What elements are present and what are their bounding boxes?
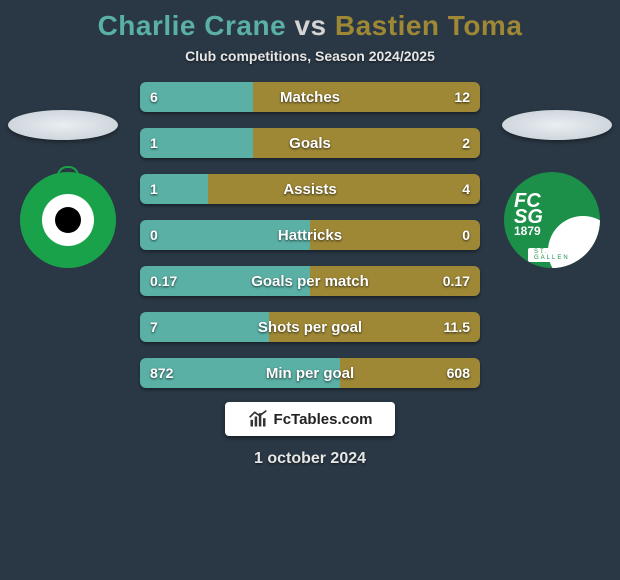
badge-text: FC SG 1879 (514, 194, 543, 237)
spotlight-right (502, 110, 612, 140)
stat-bar-right (208, 174, 480, 204)
stat-row: 612Matches (140, 82, 480, 112)
badge-center-dot (55, 207, 81, 233)
stat-bar-left (140, 220, 310, 250)
stat-row: 711.5Shots per goal (140, 312, 480, 342)
brand-text: FcTables.com (274, 411, 373, 428)
stat-value-left: 0 (150, 227, 158, 243)
stat-value-left: 0.17 (150, 273, 177, 289)
date-text: 1 october 2024 (0, 450, 620, 468)
stat-row: 872608Min per goal (140, 358, 480, 388)
stat-bar-left (140, 312, 269, 342)
stat-bars: 612Matches12Goals14Assists00Hattricks0.1… (140, 78, 480, 388)
chart-icon (248, 409, 268, 429)
stat-value-right: 608 (447, 365, 470, 381)
comparison-card: Charlie Crane vs Bastien Toma Club compe… (0, 0, 620, 468)
stat-value-right: 11.5 (444, 319, 470, 335)
stat-value-left: 1 (150, 135, 158, 151)
stat-value-left: 7 (150, 319, 158, 335)
badge-ribbon: ST. GALLEN (528, 248, 576, 262)
brand-badge: FcTables.com (225, 402, 395, 436)
badge-year: 1879 (514, 227, 543, 236)
stat-value-left: 1 (150, 181, 158, 197)
player-right-name: Bastien Toma (335, 10, 523, 41)
stat-value-left: 872 (150, 365, 173, 381)
player-left-name: Charlie Crane (98, 10, 287, 41)
stat-value-right: 0 (462, 227, 470, 243)
stat-bar-right (310, 220, 480, 250)
stat-bar-right (253, 128, 480, 158)
fcsg-badge: FC SG 1879 ST. GALLEN (504, 172, 600, 268)
badge-inner-ring (42, 194, 94, 246)
stat-value-left: 6 (150, 89, 158, 105)
badge-line2: SG (514, 210, 543, 226)
spotlight-left (8, 110, 118, 140)
club-badge-left (18, 170, 118, 270)
stat-value-right: 12 (454, 89, 470, 105)
stat-value-right: 4 (462, 181, 470, 197)
stat-row: 00Hattricks (140, 220, 480, 250)
vs-text: vs (294, 10, 326, 41)
stat-row: 0.170.17Goals per match (140, 266, 480, 296)
cercle-brugge-badge (20, 172, 116, 268)
page-title: Charlie Crane vs Bastien Toma (0, 0, 620, 46)
stat-row: 12Goals (140, 128, 480, 158)
stat-row: 14Assists (140, 174, 480, 204)
stat-value-right: 2 (462, 135, 470, 151)
subtitle: Club competitions, Season 2024/2025 (0, 48, 620, 64)
stat-bar-right (253, 82, 480, 112)
stat-value-right: 0.17 (443, 273, 470, 289)
club-badge-right: FC SG 1879 ST. GALLEN (502, 170, 602, 270)
